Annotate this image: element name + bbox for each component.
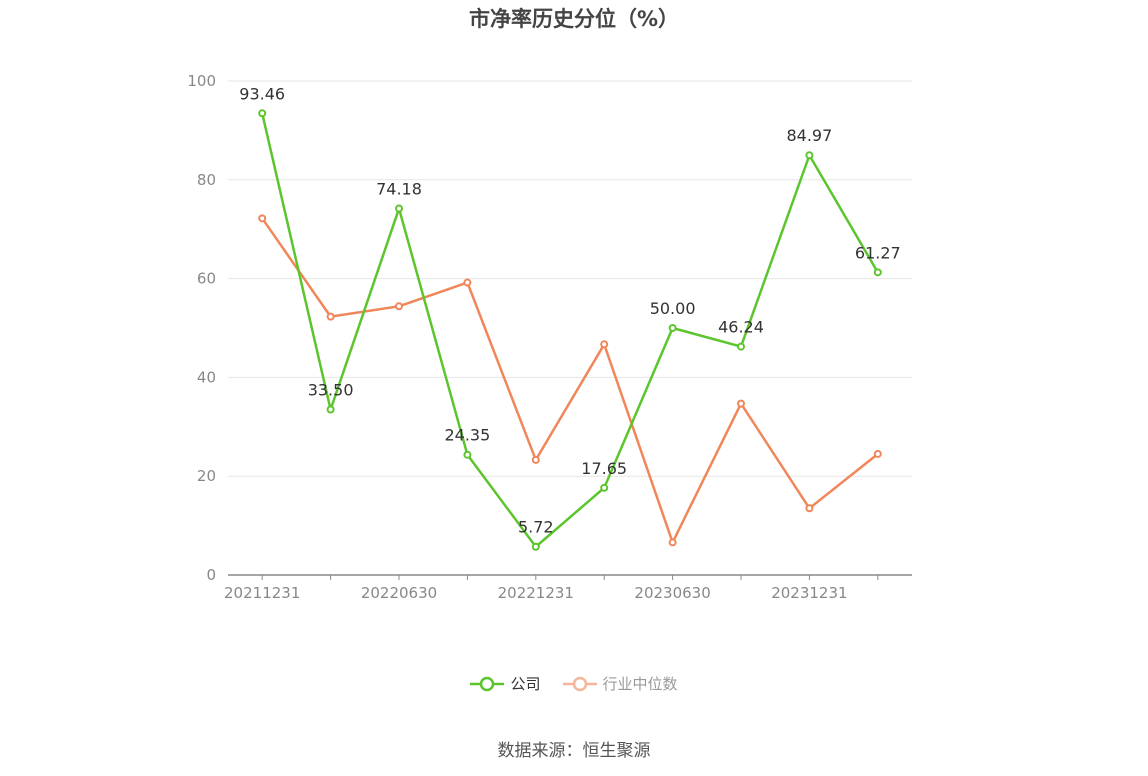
legend: 公司 行业中位数 xyxy=(0,673,1148,694)
legend-item-company[interactable]: 公司 xyxy=(470,673,541,694)
legend-item-industry[interactable]: 行业中位数 xyxy=(562,673,678,694)
legend-label-company: 公司 xyxy=(510,675,541,693)
chart-plot: 0 20 40 60 80 100 20211231 20220630 20221231 2023… xyxy=(187,72,912,602)
x-tick-label: 20230630 xyxy=(634,584,710,602)
data-label-company: 17.65 xyxy=(581,459,627,478)
source-note: 数据来源：恒生聚源 xyxy=(497,741,651,761)
data-point-company xyxy=(737,342,745,351)
data-label-company: 24.35 xyxy=(444,426,490,445)
y-tick-label: 20 xyxy=(197,467,216,485)
data-point-industry xyxy=(463,278,472,287)
y-tick-label: 0 xyxy=(206,566,216,584)
data-point-industry xyxy=(737,399,745,408)
data-point-company xyxy=(395,204,403,213)
chart-title: 市净率历史分位（%） xyxy=(468,7,680,31)
x-tick-label: 20221231 xyxy=(498,584,574,602)
x-tick-label: 20220630 xyxy=(361,584,437,602)
data-label-company: 5.72 xyxy=(518,518,554,537)
data-point-company xyxy=(531,542,540,551)
data-point-company xyxy=(668,324,677,332)
series-lines xyxy=(258,109,882,551)
legend-industry-line-icon xyxy=(562,676,597,691)
data-point-company xyxy=(326,405,335,414)
data-label-company: 93.46 xyxy=(239,84,285,103)
data-point-industry xyxy=(805,504,814,513)
data-labels: 93.46 33.50 74.18 24.35 5.72 17.65 50.00 46.24 8… xyxy=(239,84,900,536)
data-point-industry xyxy=(395,302,403,311)
data-label-company: 33.50 xyxy=(308,381,354,400)
y-tick-label: 60 xyxy=(197,270,216,288)
y-tick-label: 80 xyxy=(197,171,216,189)
legend-label-industry: 行业中位数 xyxy=(602,675,678,693)
data-label-company: 50.00 xyxy=(650,299,696,318)
y-tick-label: 100 xyxy=(187,72,216,90)
data-label-company: 84.97 xyxy=(786,126,832,145)
data-label-company: 46.24 xyxy=(718,318,764,337)
data-label-company: 74.18 xyxy=(376,180,422,199)
legend-company-line-icon xyxy=(470,676,505,691)
data-point-industry xyxy=(668,538,677,547)
series-line-company xyxy=(260,113,879,548)
data-point-company xyxy=(463,450,472,459)
data-point-industry xyxy=(258,214,267,223)
x-tick-label: 20231231 xyxy=(771,584,847,602)
data-point-company xyxy=(258,109,267,118)
data-point-industry xyxy=(326,312,335,321)
axes: 0 20 40 60 80 100 20211231 20220630 20221231 2023… xyxy=(187,72,912,602)
x-tick-label: 20211231 xyxy=(224,584,300,602)
data-point-industry xyxy=(873,449,882,458)
data-point-industry xyxy=(531,455,540,464)
data-point-industry xyxy=(600,340,609,349)
data-point-company xyxy=(805,151,814,160)
series-line-industry xyxy=(261,217,879,544)
data-label-company: 61.27 xyxy=(855,243,901,262)
y-tick-label: 40 xyxy=(197,368,216,386)
data-point-company xyxy=(600,483,609,492)
data-point-company xyxy=(873,268,882,277)
